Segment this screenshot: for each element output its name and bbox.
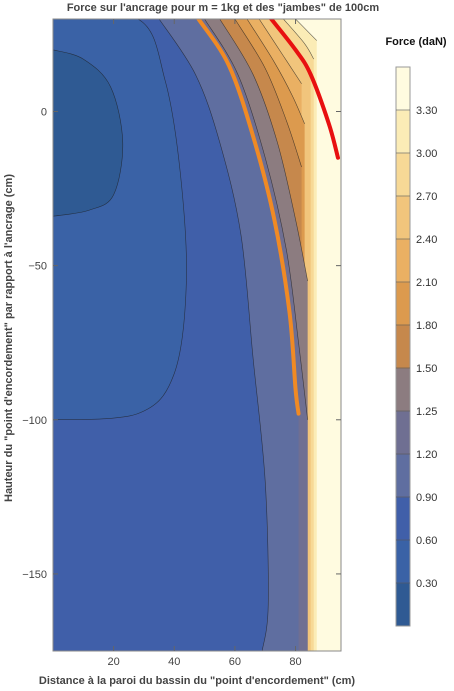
legend-tick-label: 2.10 (416, 277, 437, 289)
highlight-curve (269, 19, 340, 160)
contour-line (53, 19, 187, 421)
legend-tick-label: 1.80 (416, 320, 437, 332)
legend-tick-label: 1.20 (416, 449, 437, 461)
legend-tick-label: 2.40 (416, 234, 437, 246)
contour-line (158, 19, 269, 651)
legend-swatch (396, 282, 410, 326)
legend-swatch (396, 153, 410, 197)
legend-swatch (396, 325, 410, 369)
x-tick-label: 40 (168, 656, 180, 668)
contour-band (53, 49, 123, 217)
legend-swatch (396, 411, 410, 455)
legend-swatch (396, 239, 410, 283)
color-legend: 0.30 0.60 0.90 1.20 1.25 1.50 1.80 2.10 2.40 2.70… (395, 66, 437, 627)
contour-line (258, 19, 302, 84)
legend-tick-label: 2.70 (416, 191, 437, 203)
x-tick-label: 20 (108, 656, 120, 668)
y-axis: 0 −50 −100 −150 (22, 106, 341, 581)
contour-line (295, 19, 317, 41)
contour-line (204, 19, 308, 420)
legend-tick-label: 0.90 (416, 492, 437, 504)
y-tick-label: −150 (22, 569, 47, 581)
plot-frame (52, 18, 342, 652)
legend-swatch (396, 368, 410, 412)
legend-frame (395, 66, 411, 627)
y-tick-label: −100 (22, 415, 47, 427)
plot-area (53, 19, 341, 651)
legend-tick-label: 3.30 (416, 105, 437, 117)
legend-title: Force (daN) (385, 36, 446, 48)
y-tick-label: 0 (41, 106, 47, 118)
x-tick-label: 80 (289, 656, 301, 668)
legend-swatch (396, 540, 410, 584)
y-tick-label: −50 (28, 261, 47, 273)
x-axis-label: Distance à la paroi du bassin du "point … (39, 675, 356, 687)
legend-tick-label: 0.60 (416, 535, 437, 547)
y-axis-label: Hauteur du "point d'encordement" par rap… (3, 174, 15, 502)
contour-line (246, 19, 305, 124)
contour-line (219, 19, 308, 282)
x-axis: 20 40 60 80 (108, 19, 302, 668)
contour-line (234, 19, 302, 168)
legend-swatch (396, 67, 410, 111)
legend-swatch (396, 497, 410, 541)
legend-swatch (396, 583, 410, 627)
legend-tick-label: 0.30 (416, 578, 437, 590)
highlight-curve (196, 19, 301, 416)
chart-title: Force sur l'ancrage pour m = 1kg et des … (67, 2, 380, 14)
legend-swatch (396, 196, 410, 240)
legend-tick-label: 1.25 (416, 406, 437, 418)
legend-swatch (396, 110, 410, 154)
legend-tick-label: 3.00 (416, 148, 437, 160)
legend-tick-label: 1.50 (416, 363, 437, 375)
legend-swatch (396, 454, 410, 498)
contour-line (283, 19, 314, 60)
contour-line (53, 49, 124, 217)
x-tick-label: 60 (229, 656, 241, 668)
